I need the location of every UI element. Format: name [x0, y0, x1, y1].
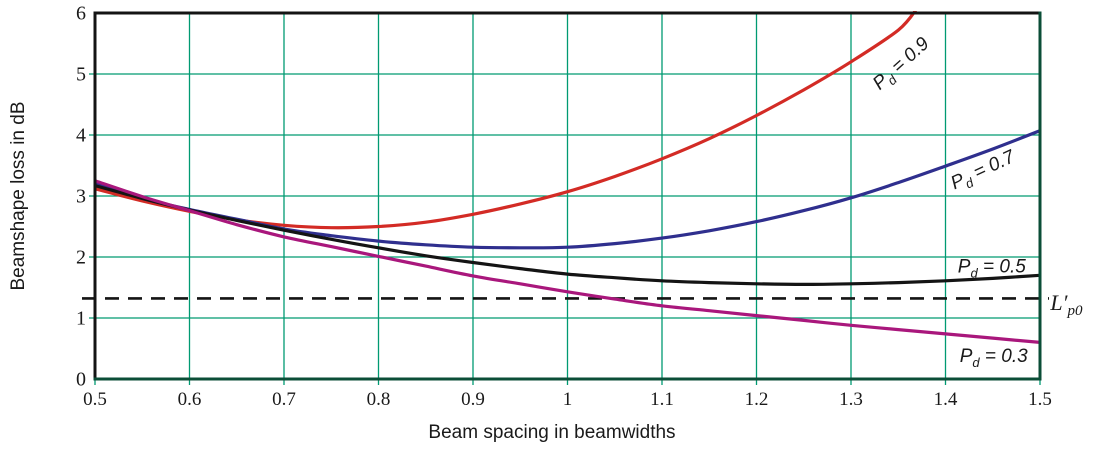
- curve-labels-layer: Pd = 0.9Pd = 0.7Pd = 0.5Pd = 0.3L′p0: [869, 33, 1083, 370]
- x-tick-label-0.9: 0.9: [461, 389, 485, 410]
- series-curve-pd-0-5: [95, 184, 1040, 287]
- x-tick-label-1.5: 1.5: [1028, 389, 1052, 410]
- x-tick-label-0.7: 0.7: [272, 389, 296, 410]
- curve-label-pd-0-5: Pd = 0.5: [958, 256, 1026, 280]
- x-tick-label-1.3: 1.3: [839, 389, 863, 410]
- y-tick-label-0: 0: [76, 369, 86, 391]
- reference-line-label-lp0: L′p0: [1049, 290, 1083, 319]
- y-tick-label-3: 3: [76, 186, 86, 208]
- series-curve-pd-0-9: [95, 11, 917, 230]
- y-tick-label-1: 1: [76, 308, 86, 330]
- x-tick-label-1.2: 1.2: [745, 389, 769, 410]
- x-tick-label-1: 1: [563, 389, 573, 410]
- series-layer: [95, 11, 1040, 344]
- x-tick-label-0.8: 0.8: [367, 389, 391, 410]
- x-tick-label-1.4: 1.4: [934, 389, 958, 410]
- y-tick-label-5: 5: [76, 64, 86, 86]
- plot-frame: [93, 11, 1042, 381]
- x-tick-label-0.6: 0.6: [178, 389, 202, 410]
- x-tick-label-1.1: 1.1: [650, 389, 674, 410]
- curve-label-pd-0-3: Pd = 0.3: [960, 346, 1028, 370]
- series-curve-pd-0-3: [95, 179, 1040, 344]
- x-tick-label-0.5: 0.5: [83, 389, 107, 410]
- tick-labels-layer: 0.5 0.6 0.7 0.8 0.9 1 1.1 1.2 1.3 1.4 1.5 0 1 2 3 4 5 6: [76, 3, 1052, 411]
- x-axis-title: Beam spacing in beamwidths: [428, 422, 675, 443]
- y-tick-label-6: 6: [76, 3, 86, 25]
- y-tick-label-4: 4: [76, 125, 86, 147]
- y-axis-title: Beamshape loss in dB: [8, 101, 29, 290]
- y-tick-label-2: 2: [76, 247, 86, 269]
